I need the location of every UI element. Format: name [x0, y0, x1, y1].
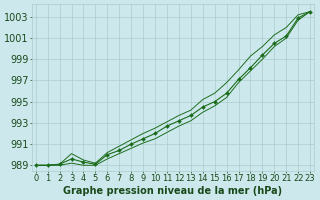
X-axis label: Graphe pression niveau de la mer (hPa): Graphe pression niveau de la mer (hPa) [63, 186, 283, 196]
